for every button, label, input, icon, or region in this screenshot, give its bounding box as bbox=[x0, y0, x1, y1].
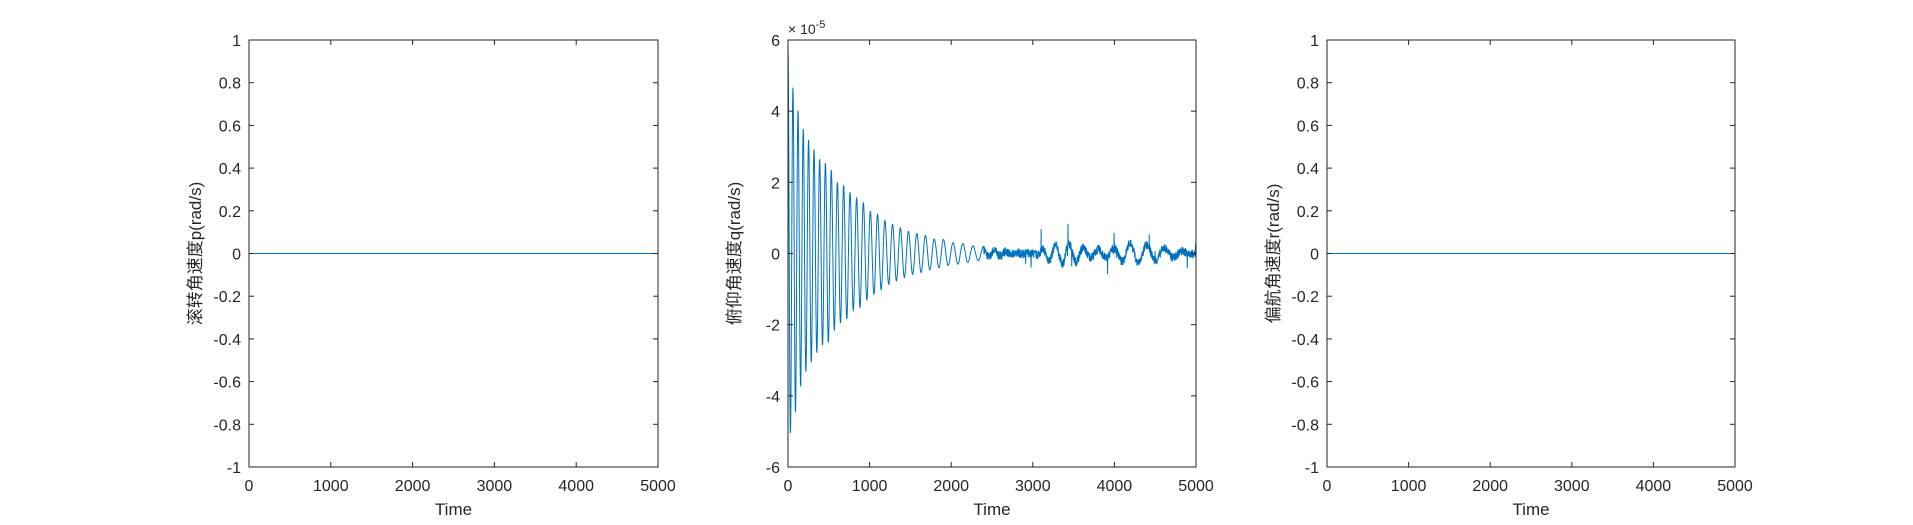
pitch-rate-subplot: 0 1000 2000 3000 4000 5000 -6 -4 -2 0 2 4 6 Time 俯仰角速度… bbox=[725, 19, 1214, 519]
y-tick-label: -1 bbox=[1305, 460, 1319, 477]
y-tick-label: -0.8 bbox=[1291, 417, 1319, 434]
y-tick-label: 0 bbox=[232, 247, 241, 264]
y-tick-label: 1 bbox=[1310, 33, 1319, 50]
y-axis-label: 滚转角速度p(rad/s) bbox=[186, 182, 205, 326]
y-tick-label: -0.8 bbox=[213, 417, 241, 434]
y-tick-label: -0.4 bbox=[213, 332, 241, 349]
y-tick-label: 0.2 bbox=[1297, 204, 1319, 221]
data-line-series-0 bbox=[787, 47, 1197, 433]
x-tick-label: 4000 bbox=[1097, 478, 1133, 495]
x-tick-label: 2000 bbox=[395, 478, 431, 495]
y-tick-label: 1 bbox=[232, 33, 241, 50]
x-tick-label: 5000 bbox=[640, 478, 676, 495]
y-tick-label: -0.4 bbox=[1291, 332, 1319, 349]
y-tick-label: -0.2 bbox=[213, 289, 241, 306]
x-tick-label: 5000 bbox=[1178, 478, 1214, 495]
y-tick-label: 2 bbox=[771, 175, 780, 192]
x-axis-label: Time bbox=[1512, 500, 1549, 519]
x-tick-label: 1000 bbox=[1391, 478, 1427, 495]
x-tick-label: 0 bbox=[784, 478, 793, 495]
x-tick-label: 3000 bbox=[477, 478, 513, 495]
x-tick-label: 4000 bbox=[1636, 478, 1672, 495]
y-tick-label: 0.4 bbox=[1297, 161, 1319, 178]
y-tick-label: -6 bbox=[766, 460, 780, 477]
y-tick-label: 0 bbox=[771, 247, 780, 264]
y-tick-label: 4 bbox=[771, 104, 780, 121]
y-axis-label: 偏航角速度r(rad/s) bbox=[1264, 184, 1283, 324]
x-tick-label: 1000 bbox=[313, 478, 349, 495]
y-tick-label: -0.6 bbox=[213, 375, 241, 392]
y-tick-label: 0.4 bbox=[219, 161, 241, 178]
x-axis-label: Time bbox=[435, 500, 472, 519]
x-tick-label: 2000 bbox=[933, 478, 969, 495]
x-tick-label: 3000 bbox=[1015, 478, 1051, 495]
y-axis-label: 俯仰角速度q(rad/s) bbox=[725, 182, 744, 326]
y-tick-label: 6 bbox=[771, 33, 780, 50]
x-tick-label: 5000 bbox=[1717, 478, 1753, 495]
y-tick-label: 0.6 bbox=[219, 118, 241, 135]
y-tick-label: 0 bbox=[1310, 247, 1319, 264]
y-tick-label: 0.2 bbox=[219, 204, 241, 221]
x-axis-label: Time bbox=[973, 500, 1010, 519]
x-tick-label: 4000 bbox=[558, 478, 594, 495]
y-tick-label: 0.6 bbox=[1297, 118, 1319, 135]
x-tick-label: 3000 bbox=[1554, 478, 1590, 495]
y-tick-label: -0.2 bbox=[1291, 289, 1319, 306]
x-tick-label: 0 bbox=[1323, 478, 1332, 495]
yaw-rate-subplot: 0 1000 2000 3000 4000 5000 -1 -0.8 -0.6 -0.4 -0.2 0… bbox=[1264, 33, 1753, 519]
y-tick-label: -2 bbox=[766, 318, 780, 335]
x-tick-label: 2000 bbox=[1472, 478, 1508, 495]
y-tick-label: -1 bbox=[227, 460, 241, 477]
x-tick-label: 0 bbox=[245, 478, 254, 495]
y-axis-multiplier: × 10-5 bbox=[788, 19, 825, 37]
y-tick-label: 0.8 bbox=[219, 76, 241, 93]
y-tick-label: -0.6 bbox=[1291, 375, 1319, 392]
y-tick-label: -4 bbox=[766, 389, 780, 406]
roll-rate-subplot: 0 1000 2000 3000 4000 5000 -1 -0.8 -0.6 -0.4 -0.2 0… bbox=[186, 33, 676, 519]
x-tick-label: 1000 bbox=[852, 478, 888, 495]
y-tick-label: 0.8 bbox=[1297, 76, 1319, 93]
